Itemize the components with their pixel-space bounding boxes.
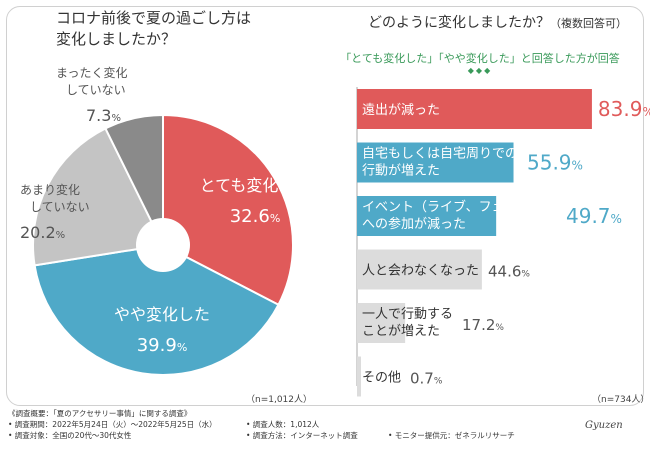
pie-label-3-line0: まったく変化 xyxy=(56,65,128,80)
pie-value-0: 32.6% xyxy=(230,206,281,227)
bar-label-1-line0: 自宅もしくは自宅周りでの xyxy=(362,147,518,162)
bar-0 xyxy=(357,89,592,129)
bar-label-0: 遠出が減った xyxy=(362,102,440,118)
survey-footer: 《調査概要：「夏のアクセサリー事情」に関する調査》 • 調査期間：2022年5月… xyxy=(8,408,217,441)
footer-target: • 調査対象：全国の20代～30代女性 xyxy=(8,431,132,440)
bar-5 xyxy=(357,356,361,397)
bar-value-4: 17.2% xyxy=(462,316,504,334)
pie-center-hole xyxy=(136,218,190,272)
left-title-line1: コロナ前後で夏の過ごし方は xyxy=(56,9,252,27)
bar-value-3: 44.6% xyxy=(488,263,530,281)
brand-logo: Gyuzen xyxy=(585,420,623,431)
pie-slice-0 xyxy=(162,113,294,307)
bar-1 xyxy=(357,142,514,183)
pie-slice-3 xyxy=(104,113,164,246)
bar-value-0: 83.9% xyxy=(598,97,650,121)
footer-provider: • モニター提供元：ゼネラルリサーチ xyxy=(388,431,515,440)
bar-2 xyxy=(357,196,497,236)
bar-3 xyxy=(357,249,482,290)
pie-value-2: 20.2% xyxy=(20,223,65,242)
pie-label-0: とても変化した xyxy=(200,176,311,195)
left-title-line2: 変化しましたか？ xyxy=(56,30,177,48)
pie-label-3-line1: していない xyxy=(66,83,126,97)
bar-4 xyxy=(357,303,406,343)
bar-label-4-line0: 一人で行動する xyxy=(362,307,453,322)
footer-title: 《調査概要：「夏のアクセサリー事情」に関する調査》 xyxy=(8,409,192,418)
right-chart-title: どのように変化しましたか？（複数回答可） xyxy=(368,12,627,32)
pie-sample-size: （n=1,012人） xyxy=(246,395,313,405)
footer-people: • 調査人数：1,012人 xyxy=(246,420,320,429)
pie-label-1: やや変化した xyxy=(114,305,210,324)
pie-slice-2 xyxy=(32,127,165,267)
right-title-note: （複数回答可） xyxy=(550,17,627,30)
pie-value-3: 7.3% xyxy=(86,106,121,125)
footer-col2: • 調査人数：1,012人 • 調査方法：インターネット調査 xyxy=(246,419,358,441)
footer-method: • 調査方法：インターネット調査 xyxy=(246,431,358,440)
bar-value-2: 49.7% xyxy=(566,204,622,228)
pie-label-2-line0: あまり変化 xyxy=(20,182,80,197)
bar-label-2-line1: への参加が減った xyxy=(362,216,466,232)
subhead-decoration: ◆◆◆ xyxy=(467,66,493,75)
bar-label-4-line1: ことが増えた xyxy=(362,324,440,339)
bar-label-5: その他 xyxy=(362,371,401,386)
bar-label-3: 人と会わなくなった xyxy=(362,264,479,279)
footer-period: • 調査期間：2022年5月24日（火）～2022年5月25日（水） xyxy=(8,420,217,429)
bar-label-2-line0: イベント（ライブ、フェスなど） xyxy=(362,199,557,215)
left-chart-title: コロナ前後で夏の過ごし方は 変化しましたか？ xyxy=(56,8,251,50)
right-title-main: どのように変化しましたか？ xyxy=(368,15,550,31)
right-chart-subhead: 「とても変化した」「やや変化した」と回答した方が回答 xyxy=(340,52,620,65)
bar-label-1-line1: 行動が増えた xyxy=(362,164,440,179)
pie-value-1: 39.9% xyxy=(137,335,188,356)
bar-value-1: 55.9% xyxy=(527,151,583,175)
pie-slice-1 xyxy=(33,243,280,376)
bar-sample-size: （n=734人） xyxy=(592,395,650,405)
pie-label-2-line1: していない xyxy=(30,200,90,214)
bar-value-5: 0.7% xyxy=(410,370,443,388)
